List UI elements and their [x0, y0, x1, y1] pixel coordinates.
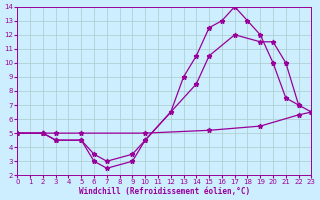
X-axis label: Windchill (Refroidissement éolien,°C): Windchill (Refroidissement éolien,°C) [79, 187, 250, 196]
